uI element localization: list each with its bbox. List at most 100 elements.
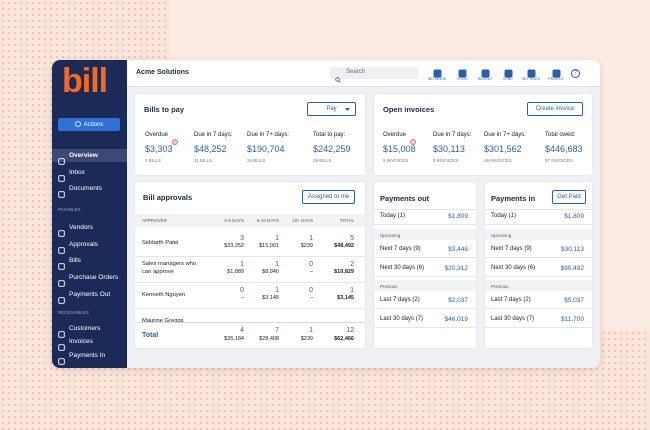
card-title: Open invoices: [383, 105, 435, 114]
nav-label: Inbox: [69, 169, 85, 176]
total-amount: $239: [300, 336, 313, 342]
row-label: Today (1): [491, 213, 517, 219]
toolbar-label: SYNC: [503, 77, 513, 81]
amount: $239: [300, 243, 313, 249]
stat-value: $242,259: [313, 144, 351, 154]
nav-icon: [58, 274, 65, 292]
card-button[interactable]: Pay: [307, 102, 356, 116]
count: 1: [240, 261, 244, 268]
row-value: $3,448: [448, 246, 468, 253]
section-label: Previous: [491, 284, 509, 289]
row-divider: [485, 257, 592, 258]
nav-item[interactable]: Payments In: [52, 349, 127, 365]
section-label: Upcoming: [491, 233, 512, 238]
nav-item[interactable]: Customers: [52, 322, 127, 338]
nav-label: Vendors: [69, 224, 93, 231]
amount: –: [309, 295, 313, 301]
row-label: Next 30 days (6): [491, 265, 536, 271]
section-bg: [485, 280, 592, 291]
row-value: $11,700: [560, 316, 584, 323]
payments-card: Payments in Get Paid Today (1) $1,809 Upcomi…: [485, 182, 592, 348]
table-header: APPROVER: [142, 218, 168, 223]
approver-name: Siddarth Patel: [142, 240, 179, 246]
count: 0: [309, 287, 313, 294]
count: 5: [350, 235, 354, 242]
amount: $48,492: [334, 243, 354, 249]
toolbar-icon: [504, 65, 513, 83]
count: 1: [309, 235, 313, 242]
nav-item[interactable]: Invoices: [52, 335, 127, 351]
divider: [374, 209, 476, 210]
nav-item[interactable]: Vendors: [52, 221, 127, 237]
amount: $15,001: [259, 243, 279, 249]
nav-label: Overview: [69, 152, 98, 159]
toolbar-label: SETTINGS: [522, 77, 540, 81]
card-button[interactable]: Assigned to me: [302, 190, 355, 204]
nav-label: Customers: [69, 325, 101, 332]
company-name: Acme Solutions: [136, 69, 189, 76]
dropdown-caret: [345, 108, 350, 114]
button-label: Get Paid: [557, 194, 581, 200]
stat-sub: 2 BILLS: [145, 158, 162, 163]
stat-sub: 5 INVOICES: [383, 158, 409, 163]
nav-item[interactable]: Overview: [52, 149, 127, 165]
total-label: Total: [142, 332, 159, 339]
stat-label: Due in 7+ days:: [484, 132, 526, 138]
summary-card: Open invoices Create invoice Overdue $15,00…: [374, 94, 592, 175]
summary-card: Bills to pay Pay Overdue $3,303 2 BILLS Due i…: [135, 94, 365, 175]
total-count: 4: [240, 327, 244, 334]
count: 1: [350, 287, 354, 294]
amount: $3,145: [262, 295, 279, 301]
stat-label: Due in 7 days:: [194, 132, 233, 138]
count: 2: [350, 261, 354, 268]
nav-item[interactable]: Payments Out: [52, 288, 127, 304]
total-count: 7: [275, 327, 279, 334]
nav-item[interactable]: Purchase Orders: [52, 271, 127, 287]
stat-sub: 97 INVOICES: [545, 158, 573, 163]
total-count: 1: [309, 327, 313, 334]
help-button[interactable]: ?: [571, 69, 580, 78]
row-divider: [135, 308, 365, 309]
section-bg: [374, 280, 476, 291]
count: 3: [240, 235, 244, 242]
stat-value: $190,704: [247, 144, 285, 154]
row-divider: [485, 308, 592, 309]
toolbar-icon: [433, 65, 442, 83]
total-amount: $28,408: [259, 336, 279, 342]
nav-label: Purchase Orders: [69, 274, 119, 281]
approvals-card: Bill approvals Assigned to me APPROVER 0-5 …: [135, 182, 365, 348]
search-box[interactable]: Search: [330, 67, 418, 83]
stat-label: Overdue: [383, 132, 407, 138]
row-label: Next 7 days (9): [380, 246, 421, 252]
card-button[interactable]: Get Paid: [552, 190, 586, 204]
stat-value: $15,008: [383, 144, 416, 154]
row-value: $5,037: [564, 297, 584, 304]
table-header: TOTAL: [339, 218, 354, 223]
nav-icon: [58, 169, 65, 187]
table-header: 0-5 DAYS: [224, 218, 244, 223]
total-count: 12: [346, 327, 354, 334]
row-label: Next 7 days (9): [491, 246, 532, 252]
amount: $3,145: [337, 295, 354, 301]
search-icon: [335, 70, 341, 88]
nav-item[interactable]: Inbox: [52, 166, 127, 182]
row-divider: [374, 308, 476, 309]
nav-icon: [58, 291, 65, 309]
amount: –: [309, 269, 313, 275]
total-amount: $62,466: [334, 336, 354, 342]
nav-icon: [58, 338, 65, 356]
row-divider: [374, 327, 476, 328]
toolbar-label: PROFILE: [548, 77, 564, 81]
nav-item[interactable]: Documents: [52, 182, 127, 198]
card-button[interactable]: Create invoice: [527, 102, 583, 116]
nav-item[interactable]: Bills: [52, 254, 127, 270]
nav-section: RECEIVABLES: [58, 310, 89, 315]
row-divider: [485, 224, 592, 225]
payments-card: Payments out Today (1) $1,809 Upcoming Next …: [374, 182, 476, 348]
nav-label: Documents: [69, 185, 102, 192]
nav-item[interactable]: Approvals: [52, 238, 127, 254]
actions-button[interactable]: Actions: [58, 118, 120, 131]
card-title: Payments in: [491, 194, 536, 203]
nav-icon: [58, 325, 65, 343]
